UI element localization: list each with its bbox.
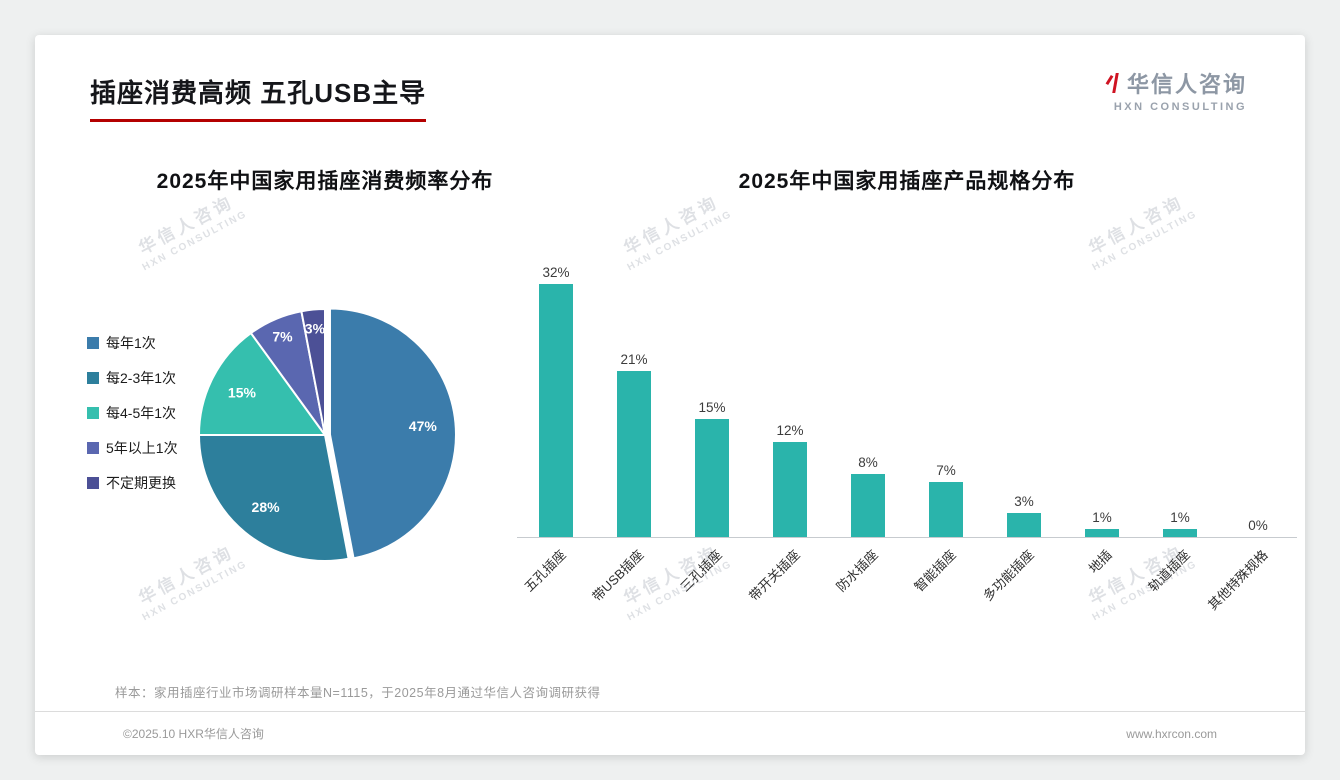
legend-label: 每年1次 [106,335,156,351]
bar-value-label: 1% [1092,510,1112,526]
x-tick: 智能插座 [907,538,985,638]
legend-label: 不定期更换 [106,475,176,491]
x-tick-label: 防水插座 [833,547,881,595]
bar-column: 3% [985,494,1063,537]
bar-value-label: 21% [620,352,648,368]
bar [617,371,651,537]
legend-item: 每4-5年1次 [87,403,178,423]
pie-legend: 每年1次每2-3年1次 每4-5年1次 5年以上1次 不定期更换 [87,333,178,508]
bar-chart-section: 2025年中国家用插座产品规格分布 32% 21% 15% 12% 8% 7% 3% 1% 1%… [512,165,1302,685]
legend-label: 每4-5年1次 [106,405,177,421]
report-card: 华信人咨询 HXN CONSULTING 华信人咨询 HXN CONSULTING … [35,35,1305,755]
bar [1163,529,1197,537]
bar-column: 21% [595,352,673,537]
x-tick: 地插 [1063,538,1141,638]
x-tick-label: 智能插座 [911,547,959,595]
pie-chart: 47% 28% 15% 7% 3% [197,307,457,562]
bar-value-label: 15% [698,399,726,415]
bar [929,481,963,537]
x-tick-label: 五孔插座 [521,547,569,595]
bar-value-label: 3% [1014,494,1034,510]
x-tick: 其他特殊规格 [1205,538,1297,638]
legend-swatch-icon [87,442,99,454]
footer-website: www.hxrcon.com [1126,726,1217,741]
legend-label: 5年以上1次 [106,440,178,456]
bar [773,442,807,537]
x-tick-label: 轨道插座 [1145,547,1193,595]
bar-column: 12% [751,423,829,537]
bar-column: 15% [673,399,751,537]
legend-swatch-icon [87,372,99,384]
pie-data-label: 47% [409,418,438,434]
pie-data-label: 15% [228,385,257,401]
bar-value-label: 32% [542,265,570,281]
bar-value-label: 12% [776,423,804,439]
pie-slice [197,331,327,436]
legend-item: 每2-3年1次 [87,368,178,388]
legend-swatch-icon [87,407,99,419]
x-tick: 五孔插座 [517,538,595,638]
logo-subtitle: HXN CONSULTING [1113,101,1247,113]
bar [539,284,573,537]
bar-column: 0% [1219,518,1297,537]
legend-item: 每年1次 [87,333,178,353]
pie-data-label: 28% [252,499,281,515]
legend-swatch-icon [87,337,99,349]
bar [1007,513,1041,537]
bar-column: 1% [1063,510,1141,537]
bar-value-label: 1% [1170,510,1190,526]
x-tick: 多功能插座 [980,538,1063,638]
x-tick-label: 地插 [1085,547,1115,577]
bar-chart-bars: 32% 21% 15% 12% 8% 7% 3% 1% 1% 0% [517,253,1297,538]
x-tick: 带开关插座 [746,538,829,638]
bar-column: 1% [1141,510,1219,537]
x-tick-label: 带USB插座 [589,547,647,605]
x-tick: 轨道插座 [1141,538,1219,638]
bar-chart-ticks: 五孔插座 带USB插座 三孔插座 带开关插座 防水插座 智能插座 多功能插座 地插 轨道插座 其他… [517,538,1297,638]
bar-value-label: 0% [1248,518,1268,533]
x-tick: 防水插座 [829,538,907,638]
pie-chart-section: 2025年中国家用插座消费频率分布 每年1次每2-3年1次 每4-5年1次 5年以上… [75,165,575,655]
bar [695,418,729,537]
pie-slice [328,307,457,560]
footer-copyright: ©2025.10 HXR华信人咨询 [123,727,264,741]
pie-data-label: 3% [305,320,326,336]
bar-column: 8% [829,455,907,537]
logo: 华信人咨询 HXN CONSULTING [1107,67,1247,113]
legend-item: 5年以上1次 [87,438,178,458]
bar-column: 32% [517,265,595,537]
pie-chart-title: 2025年中国家用插座消费频率分布 [156,170,494,193]
pie-slice [300,307,326,436]
logo-mark-icon [1107,73,1121,93]
bar [1085,529,1119,537]
x-tick-label: 多功能插座 [980,547,1037,604]
x-tick: 三孔插座 [673,538,751,638]
bar-chart-title: 2025年中国家用插座产品规格分布 [738,170,1076,193]
bar [851,473,885,537]
bar-column: 7% [907,463,985,537]
x-tick: 带USB插座 [590,538,673,638]
bar-value-label: 8% [858,454,878,470]
footer: ©2025.10 HXR华信人咨询 www.hxrcon.com [35,711,1305,755]
legend-swatch-icon [87,477,99,489]
legend-label: 每2-3年1次 [106,370,177,386]
pie-slice [197,434,350,562]
x-tick-label: 三孔插座 [677,547,725,595]
logo-name: 华信人咨询 [1126,72,1247,97]
pie-data-label: 7% [272,329,293,345]
x-tick-label: 带开关插座 [746,547,803,604]
page-title: 插座消费高频 五孔USB主导 [90,73,427,122]
bar-value-label: 7% [936,462,956,478]
footnote: 样本：家用插座行业市场调研样本量N=1115，于2025年8月通过华信人咨询调研… [115,686,601,700]
legend-item: 不定期更换 [87,473,178,493]
